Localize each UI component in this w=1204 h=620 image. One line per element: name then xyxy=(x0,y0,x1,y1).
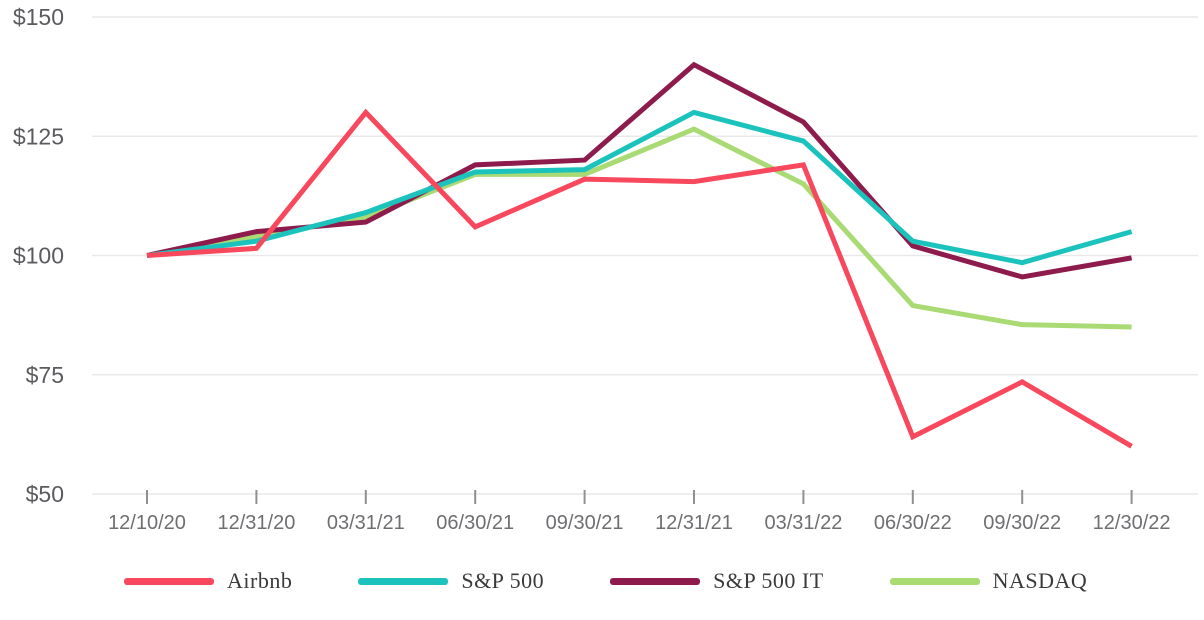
legend-label-nasdaq: NASDAQ xyxy=(992,568,1088,593)
x-axis-label: 06/30/22 xyxy=(874,512,952,534)
x-axis-label: 12/10/20 xyxy=(108,512,186,534)
series-line-s-p-500 xyxy=(146,109,1133,266)
x-axis-label: 09/30/22 xyxy=(983,512,1061,534)
legend-label-sp500: S&P 500 xyxy=(461,568,545,593)
legend-swatch-sp500-it xyxy=(610,577,701,585)
legend-item-airbnb: Airbnb xyxy=(124,568,292,594)
legend-label-airbnb: Airbnb xyxy=(227,568,293,593)
y-axis-label: $150 xyxy=(13,4,64,30)
x-axis-label: 09/30/21 xyxy=(546,512,624,534)
legend-swatch-airbnb xyxy=(124,577,214,585)
y-axis-label: $75 xyxy=(26,362,64,388)
x-axis-label: 12/30/22 xyxy=(1093,512,1171,534)
x-axis-label: 03/31/21 xyxy=(327,512,405,534)
legend-label-sp500-it: S&P 500 IT xyxy=(713,568,824,593)
series-line-s-p-500-it xyxy=(146,61,1133,280)
series-line-airbnb xyxy=(146,108,1133,449)
y-axis-label: $50 xyxy=(26,481,64,507)
legend-swatch-nasdaq xyxy=(889,577,980,585)
x-axis-label: 12/31/20 xyxy=(217,512,295,534)
x-axis-label: 03/31/22 xyxy=(764,512,842,534)
legend-item-sp500: S&P 500 xyxy=(358,568,544,594)
x-axis-label: 06/30/21 xyxy=(436,512,514,534)
x-axis-label: 12/31/21 xyxy=(655,512,733,534)
chart-plot-area: $150 $125 $100 $75 $50 12/10/20 12/31/20 03/31/… xyxy=(13,4,1198,534)
legend-item-sp500-it: S&P 500 IT xyxy=(610,568,824,594)
y-axis-label: $125 xyxy=(13,123,64,149)
y-axis-label: $100 xyxy=(13,243,64,269)
legend-swatch-sp500 xyxy=(358,577,449,585)
chart-legend: Airbnb S&P 500 S&P 500 IT NASDAQ xyxy=(124,568,1087,594)
legend-item-nasdaq: NASDAQ xyxy=(889,568,1088,594)
